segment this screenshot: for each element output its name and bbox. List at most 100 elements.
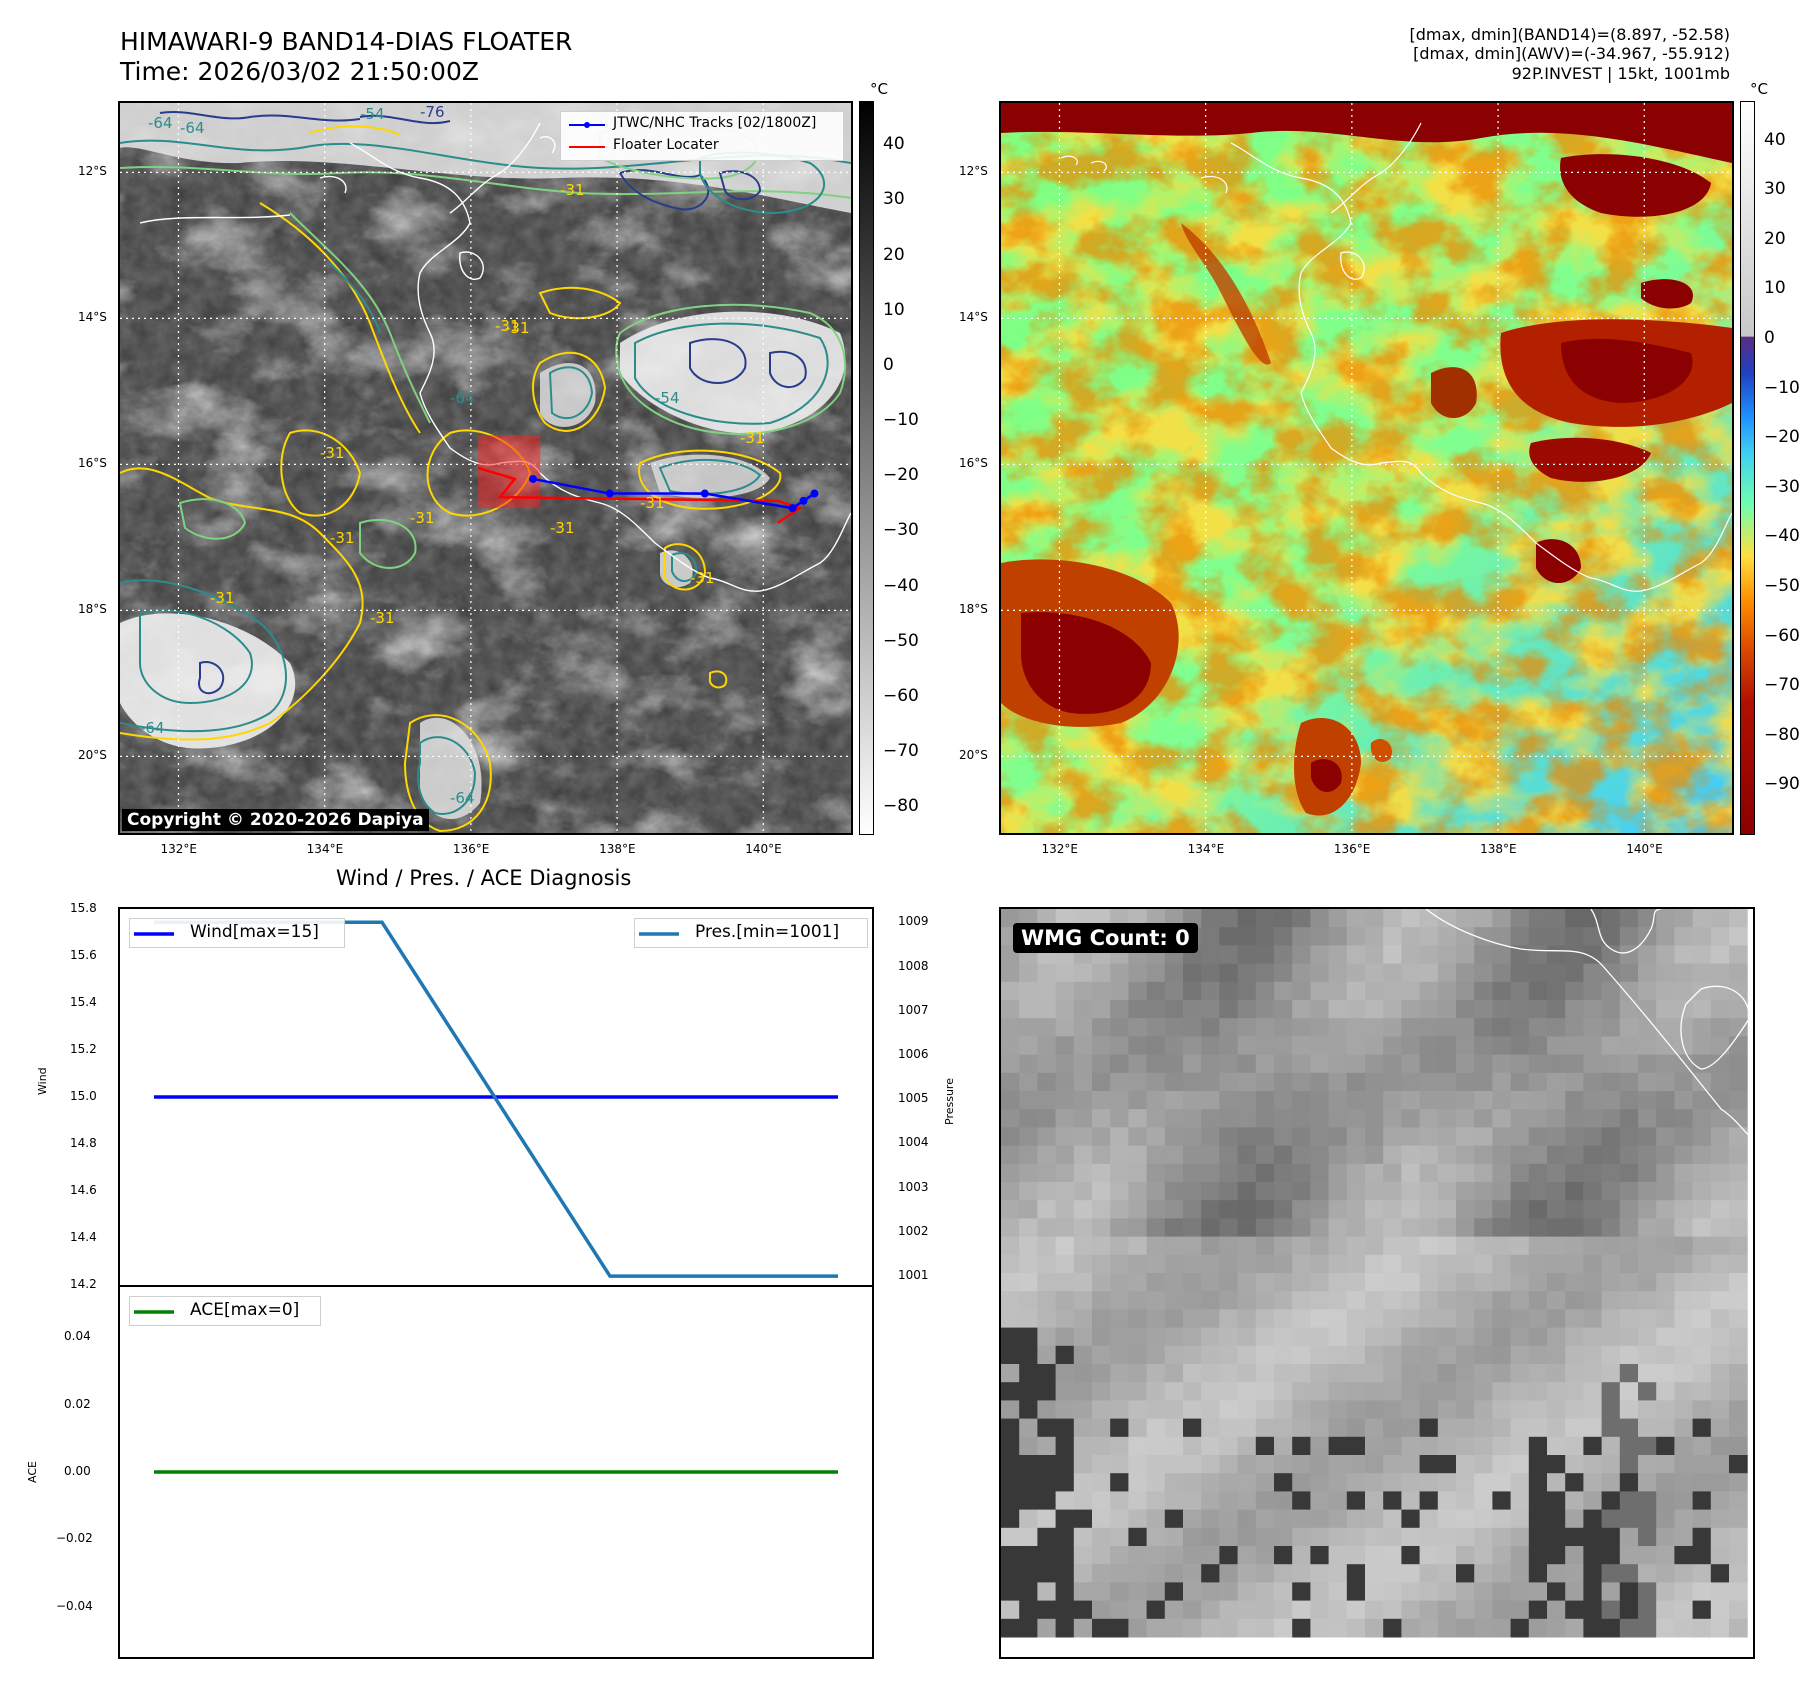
wmg-cell	[1110, 1145, 1129, 1165]
wmg-cell	[1037, 1273, 1057, 1292]
wmg-cell	[1037, 981, 1057, 1001]
wmg-cell	[1456, 1200, 1475, 1219]
wmg-cell	[1073, 1127, 1093, 1147]
wmg-cell	[1565, 1327, 1584, 1347]
wmg-cell	[1310, 1345, 1330, 1365]
wmg-cell	[1219, 1036, 1239, 1056]
wind-pressure-svg	[154, 920, 838, 1278]
wmg-cell	[1565, 927, 1584, 946]
wmg-cell	[1019, 1491, 1038, 1511]
legend-locator-entry: Floater Locater	[567, 136, 837, 158]
wmg-cell	[1237, 963, 1257, 983]
wmg-cell	[1183, 1018, 1202, 1037]
wmg-cell	[1710, 1054, 1730, 1074]
wmg-cell	[1183, 1509, 1202, 1529]
wmg-cell	[1638, 1291, 1657, 1310]
wmg-cell	[1183, 1291, 1202, 1310]
wmg-cell	[1219, 1127, 1239, 1147]
lon-tick-label: 132°E	[1041, 842, 1078, 856]
wmg-cell	[1565, 1182, 1584, 1201]
wmg-cell	[1110, 1236, 1129, 1256]
wmg-cell	[1474, 1600, 1493, 1620]
wmg-cell	[1019, 981, 1038, 1001]
wmg-cell	[1383, 1491, 1402, 1511]
wmg-cell	[1092, 1382, 1111, 1401]
wmg-cell	[1619, 1127, 1639, 1147]
colorbar-tick-label: −40	[1764, 526, 1800, 547]
wmg-cell	[1001, 1473, 1020, 1492]
wmg-cell	[1456, 981, 1475, 1001]
wmg-cell	[1437, 1600, 1457, 1620]
wmg-cell	[1346, 1400, 1366, 1420]
wmg-cell	[1128, 1546, 1148, 1565]
wmg-cell	[1401, 1127, 1421, 1147]
wmg-cell	[1183, 1455, 1202, 1474]
wmg-cell	[1219, 1527, 1239, 1547]
wmg-cell	[1292, 1400, 1311, 1420]
wmg-cell	[1365, 1491, 1384, 1511]
wmg-cell	[1292, 1200, 1311, 1219]
wmg-cell	[1019, 1455, 1038, 1474]
wmg-cell	[1547, 1000, 1566, 1019]
wmg-cell	[1419, 1527, 1439, 1547]
wmg-cell	[1055, 1418, 1075, 1438]
wmg-cell	[1128, 963, 1148, 983]
wmg-cell	[1729, 945, 1748, 965]
wmg-cell	[1164, 1236, 1184, 1256]
wmg-cell	[1237, 1309, 1257, 1329]
wmg-cell	[1237, 1364, 1257, 1383]
wmg-cell	[1073, 981, 1093, 1001]
wmg-cell	[1110, 1072, 1129, 1092]
wmg-cell	[1401, 1163, 1421, 1183]
track-point	[810, 489, 819, 498]
wmg-cell	[1692, 1364, 1712, 1383]
ir-colorbar-unit: °C	[870, 80, 888, 98]
wmg-cell	[1001, 1145, 1020, 1165]
wmg-cell	[1110, 1436, 1129, 1456]
wind-legend: Wind[max=15]	[129, 918, 345, 948]
wmg-cell	[1001, 1491, 1020, 1511]
wmg-cell	[1729, 1509, 1748, 1529]
storm-info: 92P.INVEST | 15kt, 1001mb	[1511, 64, 1730, 83]
wmg-cell	[1492, 1618, 1512, 1638]
wmg-cell	[1328, 1127, 1348, 1147]
wmg-cell	[1219, 1364, 1239, 1383]
wmg-cell	[1255, 1291, 1275, 1310]
wmg-cell	[1073, 1527, 1093, 1547]
wmg-cell	[1383, 1600, 1402, 1620]
pressure-tick-label: 1001	[898, 1268, 929, 1283]
wmg-cell	[1346, 945, 1366, 965]
wmg-cell	[1383, 1218, 1402, 1238]
wmg-cell	[1274, 963, 1293, 983]
wmg-cell	[1365, 1309, 1384, 1329]
wmg-cell	[1638, 1364, 1657, 1383]
wmg-cell	[1729, 1145, 1748, 1165]
wmg-cell	[1456, 1527, 1475, 1547]
wmg-cell	[1346, 1564, 1366, 1583]
wmg-cell	[1274, 1036, 1293, 1056]
contour-label: -31	[550, 519, 575, 537]
wmg-cell	[1729, 1127, 1748, 1147]
wmg-cell	[1274, 1254, 1293, 1274]
wmg-cell	[1328, 1145, 1348, 1165]
wmg-cell	[1073, 1382, 1093, 1401]
wmg-cell	[1365, 1455, 1384, 1474]
wmg-cell	[1237, 1527, 1257, 1547]
wmg-cell	[1729, 1091, 1748, 1110]
wmg-cell	[1492, 1546, 1512, 1565]
wmg-cell	[1274, 1218, 1293, 1238]
colorbar-tick-label: −50	[1764, 576, 1800, 597]
awv-range-info: [dmax, dmin](AWV)=(-34.967, -55.912)	[1413, 44, 1730, 63]
wmg-cell	[1219, 1345, 1239, 1365]
wmg-cell	[1328, 963, 1348, 983]
wmg-cell	[1601, 963, 1621, 983]
wmg-cell	[1310, 1564, 1330, 1583]
wmg-cell	[1328, 1018, 1348, 1037]
wmg-cell	[1583, 1036, 1603, 1056]
wmg-cell	[1547, 1018, 1566, 1037]
wmg-cell	[1729, 981, 1748, 1001]
wmg-cell	[1001, 1582, 1020, 1602]
legend-track-entry: JTWC/NHC Tracks [02/1800Z]	[567, 114, 837, 136]
wmg-cell	[1346, 1000, 1366, 1019]
wmg-cell	[1073, 1000, 1093, 1019]
